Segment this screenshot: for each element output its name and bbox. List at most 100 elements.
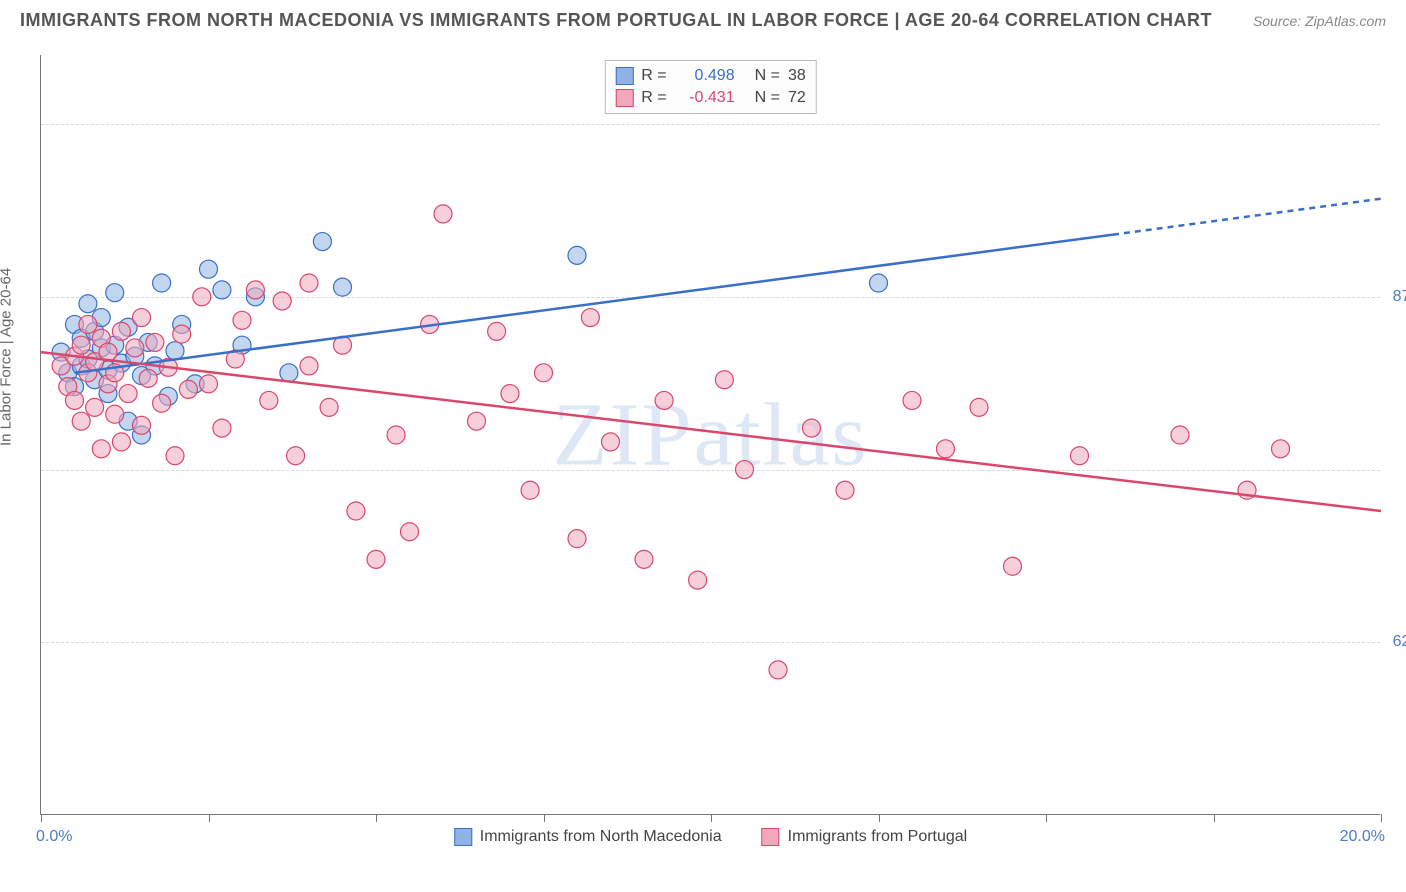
scatter-point-portugal <box>1272 440 1290 458</box>
source-prefix: Source: <box>1253 13 1305 29</box>
scatter-point-portugal <box>112 433 130 451</box>
scatter-point-portugal <box>166 447 184 465</box>
chart-container: IMMIGRANTS FROM NORTH MACEDONIA VS IMMIG… <box>0 0 1406 892</box>
scatter-point-portugal <box>146 333 164 351</box>
scatter-point-portugal <box>903 391 921 409</box>
chart-title: IMMIGRANTS FROM NORTH MACEDONIA VS IMMIG… <box>20 10 1212 31</box>
trend-line-extrapolated-north_macedonia <box>1113 199 1381 235</box>
scatter-point-portugal <box>72 336 90 354</box>
x-tick <box>544 814 545 822</box>
scatter-point-portugal <box>246 281 264 299</box>
plot-area: ZIPatlas 62.5%87.5% 0.0% 20.0% R =0.498N… <box>40 55 1380 815</box>
series-legend: Immigrants from North Macedonia Immigrant… <box>454 828 967 846</box>
scatter-point-portugal <box>535 364 553 382</box>
scatter-point-portugal <box>179 380 197 398</box>
scatter-point-north_macedonia <box>870 274 888 292</box>
scatter-point-north_macedonia <box>568 246 586 264</box>
scatter-point-north_macedonia <box>334 278 352 296</box>
x-axis-min-label: 0.0% <box>36 828 72 846</box>
scatter-point-portugal <box>488 322 506 340</box>
scatter-point-portugal <box>139 369 157 387</box>
x-tick <box>879 814 880 822</box>
scatter-point-north_macedonia <box>106 284 124 302</box>
scatter-point-portugal <box>769 661 787 679</box>
scatter-point-north_macedonia <box>313 233 331 251</box>
legend-label-portugal: Immigrants from Portugal <box>788 828 968 846</box>
x-axis-max-label: 20.0% <box>1340 828 1385 846</box>
scatter-point-north_macedonia <box>166 342 184 360</box>
x-tick <box>1046 814 1047 822</box>
scatter-point-portugal <box>581 309 599 327</box>
legend-swatch-north_macedonia <box>454 828 472 846</box>
title-bar: IMMIGRANTS FROM NORTH MACEDONIA VS IMMIG… <box>20 10 1386 31</box>
scatter-point-portugal <box>173 325 191 343</box>
y-tick-label: 62.5% <box>1393 633 1406 651</box>
scatter-point-portugal <box>193 288 211 306</box>
x-tick <box>41 814 42 822</box>
scatter-point-portugal <box>937 440 955 458</box>
scatter-point-portugal <box>1071 447 1089 465</box>
x-tick <box>1381 814 1382 822</box>
scatter-point-portugal <box>153 394 171 412</box>
scatter-point-portugal <box>836 481 854 499</box>
scatter-point-portugal <box>106 405 124 423</box>
scatter-point-portugal <box>347 502 365 520</box>
scatter-point-portugal <box>273 292 291 310</box>
source-name: ZipAtlas.com <box>1305 13 1386 29</box>
legend-item-portugal: Immigrants from Portugal <box>762 828 968 846</box>
scatter-point-portugal <box>133 416 151 434</box>
scatter-point-portugal <box>287 447 305 465</box>
scatter-point-portugal <box>72 412 90 430</box>
legend-label-north_macedonia: Immigrants from North Macedonia <box>480 828 722 846</box>
scatter-point-portugal <box>803 419 821 437</box>
scatter-point-north_macedonia <box>213 281 231 299</box>
scatter-point-portugal <box>320 398 338 416</box>
scatter-point-portugal <box>468 412 486 430</box>
scatter-point-portugal <box>689 571 707 589</box>
scatter-point-portugal <box>92 440 110 458</box>
y-axis-title: In Labor Force | Age 20-64 <box>0 268 15 446</box>
y-tick-label: 87.5% <box>1393 288 1406 306</box>
scatter-point-portugal <box>200 375 218 393</box>
scatter-point-portugal <box>568 530 586 548</box>
scatter-point-portugal <box>233 311 251 329</box>
scatter-point-portugal <box>260 391 278 409</box>
scatter-point-north_macedonia <box>79 295 97 313</box>
scatter-point-portugal <box>387 426 405 444</box>
scatter-point-north_macedonia <box>153 274 171 292</box>
scatter-point-portugal <box>655 391 673 409</box>
scatter-point-portugal <box>300 274 318 292</box>
scatter-point-portugal <box>79 315 97 333</box>
scatter-svg <box>41 55 1380 814</box>
scatter-point-portugal <box>66 391 84 409</box>
scatter-point-portugal <box>736 461 754 479</box>
scatter-point-portugal <box>602 433 620 451</box>
scatter-point-portugal <box>521 481 539 499</box>
x-tick <box>209 814 210 822</box>
scatter-point-portugal <box>1171 426 1189 444</box>
scatter-point-north_macedonia <box>200 260 218 278</box>
scatter-point-portugal <box>401 523 419 541</box>
scatter-point-portugal <box>86 398 104 416</box>
scatter-point-portugal <box>434 205 452 223</box>
legend-swatch-portugal <box>762 828 780 846</box>
source-attribution: Source: ZipAtlas.com <box>1253 13 1386 29</box>
scatter-point-portugal <box>119 385 137 403</box>
x-tick <box>1214 814 1215 822</box>
scatter-point-portugal <box>501 385 519 403</box>
x-tick <box>711 814 712 822</box>
scatter-point-portugal <box>133 309 151 327</box>
scatter-point-portugal <box>112 322 130 340</box>
scatter-point-portugal <box>1004 557 1022 575</box>
scatter-point-north_macedonia <box>280 364 298 382</box>
scatter-point-portugal <box>126 339 144 357</box>
scatter-point-portugal <box>715 371 733 389</box>
scatter-point-portugal <box>367 550 385 568</box>
scatter-point-portugal <box>970 398 988 416</box>
legend-item-north_macedonia: Immigrants from North Macedonia <box>454 828 722 846</box>
scatter-point-portugal <box>213 419 231 437</box>
scatter-point-portugal <box>300 357 318 375</box>
scatter-point-portugal <box>635 550 653 568</box>
trend-line-north_macedonia <box>75 235 1114 373</box>
x-tick <box>376 814 377 822</box>
